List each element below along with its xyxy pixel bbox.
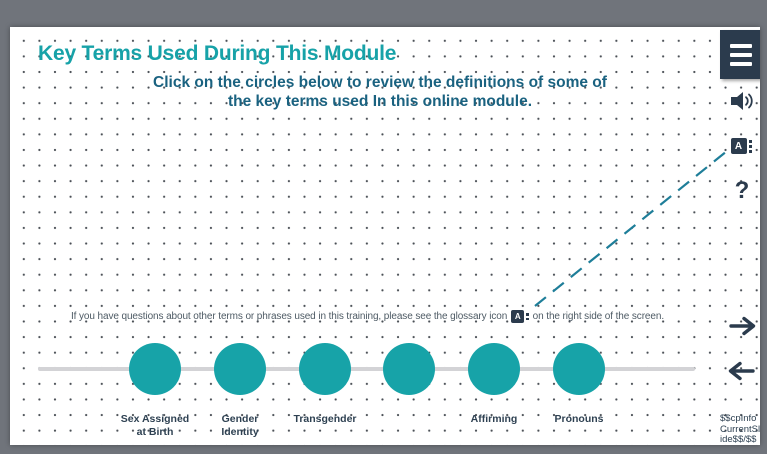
instruction-text-before: If you have questions about other terms …	[71, 311, 508, 322]
arrow-left-icon	[728, 361, 755, 381]
term-circle-sex-assigned-at-birth[interactable]	[129, 343, 181, 395]
glossary-instruction: If you have questions about other terms …	[10, 310, 725, 323]
term-circle-affirming[interactable]	[468, 343, 520, 395]
term-circle-pronouns[interactable]	[553, 343, 605, 395]
term-label: Gender Identity	[221, 413, 259, 438]
question-mark-icon: ?	[734, 177, 750, 204]
glossary-letter: A	[511, 310, 525, 323]
speaker-icon	[730, 92, 753, 110]
glossary-icon: A	[730, 138, 752, 154]
term-label: Pronouns	[554, 413, 604, 425]
slide-counter-variable: $$cpInfoCurrentSlide$$/$$	[720, 414, 760, 445]
term-circle-unlabeled[interactable]	[383, 343, 435, 395]
term-item: Affirming	[449, 343, 539, 426]
term-item: Pronouns	[534, 343, 624, 426]
glossary-dots-icon	[526, 313, 529, 320]
menu-button[interactable]	[720, 30, 760, 79]
term-label: Affirming	[470, 413, 518, 425]
page-title: Key Terms Used During This Module	[38, 42, 397, 65]
volume-button[interactable]	[726, 87, 759, 115]
back-button[interactable]	[724, 360, 758, 382]
slide-canvas: Key Terms Used During This Module Click …	[10, 27, 760, 445]
help-button[interactable]: ?	[728, 175, 756, 207]
term-circle-gender-identity[interactable]	[214, 343, 266, 395]
term-label: Sex Assigned at Birth	[120, 413, 190, 438]
term-item: Sex Assigned at Birth	[110, 343, 200, 438]
slide-subtitle: Click on the circles below to review the…	[153, 74, 607, 110]
glossary-inline-icon: A	[511, 310, 529, 323]
next-button[interactable]	[726, 315, 760, 337]
term-label: Transgender	[293, 413, 357, 425]
arrow-right-icon	[729, 316, 756, 336]
term-item: Transgender	[280, 343, 370, 426]
glossary-button[interactable]: A	[724, 135, 758, 157]
term-item	[364, 343, 454, 413]
instruction-text-after: on the right side of the screen.	[532, 311, 664, 322]
glossary-dots-icon	[748, 139, 752, 153]
timeline-line	[38, 367, 695, 371]
glossary-letter: A	[730, 138, 747, 154]
term-circle-transgender[interactable]	[299, 343, 351, 395]
hamburger-icon	[729, 43, 752, 66]
term-item: Gender Identity	[195, 343, 285, 438]
